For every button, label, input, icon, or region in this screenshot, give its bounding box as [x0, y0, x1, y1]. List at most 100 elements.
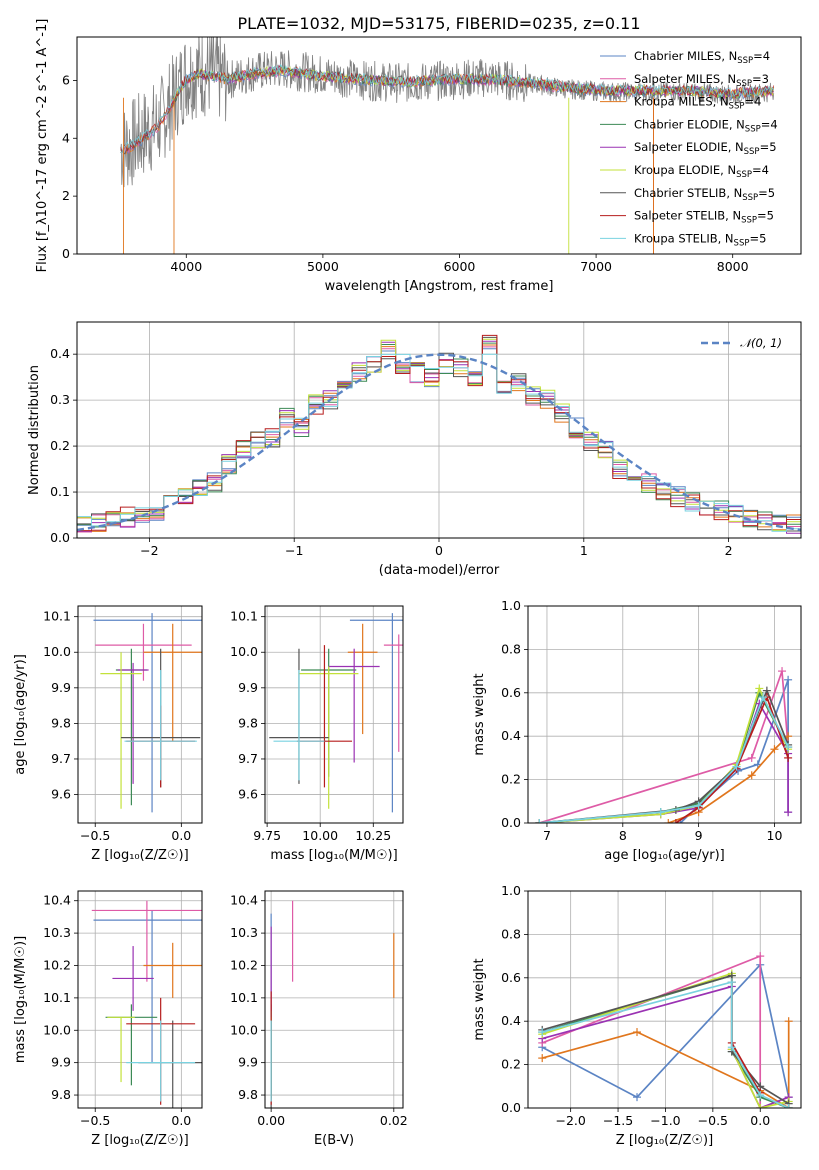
legend-label-main: Salpeter ELODIE, N	[634, 140, 744, 154]
x-tick-label: 7000	[580, 259, 612, 274]
y-tick-label: 0.2	[501, 772, 521, 787]
axes-frame	[76, 36, 802, 255]
subplot-4: 7 8 9 10 0.0 0.2 0.4 0.6 0.8 1.0 age [log₁₀(age/yr…	[472, 598, 802, 863]
y-tick-label: 10.1	[43, 990, 71, 1005]
errorbar-plot	[269, 613, 403, 813]
y-tick-label: 10.3	[43, 925, 71, 940]
legend-label-tail: =4	[761, 117, 778, 131]
legend-label: Kroupa MILES, NSSP=4	[634, 95, 761, 112]
legend-label: Salpeter STELIB, NSSP=5	[634, 209, 774, 226]
legend-label-tail: =5	[749, 231, 766, 245]
axes-frame	[527, 890, 802, 1109]
legend-label-sub: SSP	[741, 216, 757, 226]
y-tick-label: 10.0	[43, 644, 71, 659]
y-tick-label: 10.0	[43, 1022, 71, 1037]
x-tick-label: 0.00	[257, 1113, 285, 1128]
legend-label: Chabrier ELODIE, NSSP=4	[634, 117, 778, 134]
axes-frame	[527, 605, 802, 824]
legend-label-main: Kroupa STELIB, N	[634, 231, 734, 245]
legend-label-main: Salpeter STELIB, N	[634, 209, 741, 223]
x-tick-label: −2.0	[555, 1113, 585, 1128]
y-tick-label: 4	[62, 130, 70, 145]
y-tick-label: 10.3	[230, 925, 258, 940]
legend-label-main: Chabrier ELODIE, N	[634, 117, 745, 131]
x-tick-label: −1.0	[650, 1113, 680, 1128]
model-line-chabrier_stelib	[120, 67, 774, 155]
subplot-1: −2 −1 0 1 2 0.0 0.1 0.2 0.3 0.4 (data-model)/error…	[27, 321, 802, 578]
y-tick-label: 10.0	[230, 644, 258, 659]
y-tick-label: 10.2	[43, 957, 71, 972]
y-tick-label: 9.9	[238, 1055, 258, 1070]
y-axis-label: age [log₁₀(age/yr)]	[13, 654, 28, 775]
x-axis-label: E(B-V)	[314, 1133, 354, 1148]
subplot-5: −0.5 0.0 9.8 9.9 10.0 10.1 10.2 10.3 10.4 Z [log₁…	[13, 890, 203, 1148]
axes-frame	[77, 605, 203, 824]
subplot-0: 4000 5000 6000 7000 8000 0 2 4 6 wavelength [Angs…	[35, 14, 802, 294]
legend-label-sub: SSP	[742, 193, 758, 203]
y-tick-label: 9.9	[238, 680, 258, 695]
legend-label: Chabrier MILES, NSSP=4	[634, 49, 770, 66]
y-tick-label: 0.4	[501, 1013, 521, 1028]
model-line-salpeter_elodie	[172, 64, 774, 105]
y-axis-label: mass weight	[472, 673, 487, 755]
y-tick-label: 0.2	[501, 1057, 521, 1072]
y-tick-label: 0.3	[50, 392, 70, 407]
legend: Chabrier MILES, NSSP=4 Salpeter MILES, NS…	[600, 49, 778, 248]
x-tick-label: 8	[619, 828, 627, 843]
x-tick-label: 0.0	[750, 1113, 770, 1128]
y-tick-label: 6	[62, 72, 70, 87]
y-tick-label: 9.8	[238, 715, 258, 730]
gaussian-reference-curve	[77, 353, 801, 532]
y-tick-label: 0.8	[501, 641, 521, 656]
legend-label-main: Kroupa ELODIE, N	[634, 163, 736, 177]
y-tick-label: 10.2	[230, 957, 258, 972]
axes-frame	[264, 890, 404, 1109]
x-tick-label: 7	[543, 828, 551, 843]
x-tick-label: 10.00	[302, 828, 338, 843]
weight-plot	[538, 952, 793, 1108]
y-tick-label: 9.7	[238, 751, 258, 766]
subplot-2: −0.5 0.0 9.6 9.7 9.8 9.9 10.0 10.1 Z [log₁₀(Z/Z☉…	[13, 605, 203, 863]
chart-title: PLATE=1032, MJD=53175, FIBERID=0235, z=0…	[237, 14, 640, 33]
y-axis-label: mass [log₁₀(M/M☉)]	[13, 936, 28, 1063]
legend-label-tail: =4	[753, 49, 770, 63]
y-tick-label: 9.8	[51, 1087, 71, 1102]
legend-label-tail: =5	[758, 186, 775, 200]
x-tick-label: 0.0	[171, 1113, 191, 1128]
y-tick-label: 0.4	[50, 346, 70, 361]
y-tick-label: 0.8	[501, 926, 521, 941]
y-tick-label: 2	[62, 188, 70, 203]
axes-frame	[77, 890, 203, 1109]
y-tick-label: 9.8	[51, 715, 71, 730]
y-tick-label: 9.7	[51, 751, 71, 766]
y-tick-label: 0.0	[50, 530, 70, 545]
x-tick-label: 9.75	[253, 828, 281, 843]
y-tick-label: 0.1	[50, 484, 70, 499]
y-tick-label: 0.0	[501, 815, 521, 830]
y-tick-label: 1.0	[501, 598, 521, 613]
x-axis-label: age [log₁₀(age/yr)]	[604, 848, 725, 863]
legend-label: Salpeter MILES, NSSP=3	[634, 72, 769, 89]
x-tick-label: 5000	[307, 259, 339, 274]
legend-label-sub: SSP	[729, 102, 745, 112]
x-tick-label: 2	[725, 543, 733, 558]
x-axis-label: (data-model)/error	[379, 563, 500, 578]
x-axis-label: Z [log₁₀(Z/Z☉)]	[91, 848, 188, 863]
subplot-6: 0.00 0.02 9.8 9.9 10.0 10.1 10.2 10.3 10.4 E(B-V)	[230, 890, 408, 1148]
legend-label-main: Chabrier STELIB, N	[634, 186, 742, 200]
errorbar-plot	[270, 900, 395, 1108]
legend-label-tail: =5	[757, 209, 774, 223]
weight-plot	[535, 667, 793, 823]
y-axis-label: mass weight	[472, 958, 487, 1040]
axes-frame	[76, 321, 802, 539]
y-tick-label: 10.4	[43, 893, 71, 908]
legend-label-tail: =4	[752, 163, 769, 177]
x-tick-label: 9	[695, 828, 703, 843]
legend-label: Salpeter ELODIE, NSSP=5	[634, 140, 777, 157]
x-tick-label: −0.5	[80, 828, 110, 843]
y-tick-label: 9.6	[51, 787, 71, 802]
legend-label-sub: SSP	[744, 147, 760, 157]
subplot-7: −2.0 −1.5 −1.0 −0.5 0.0 0.0 0.2 0.4 0.6 0.8 1.0 Z […	[472, 883, 802, 1148]
errorbar-plot	[91, 900, 202, 1108]
